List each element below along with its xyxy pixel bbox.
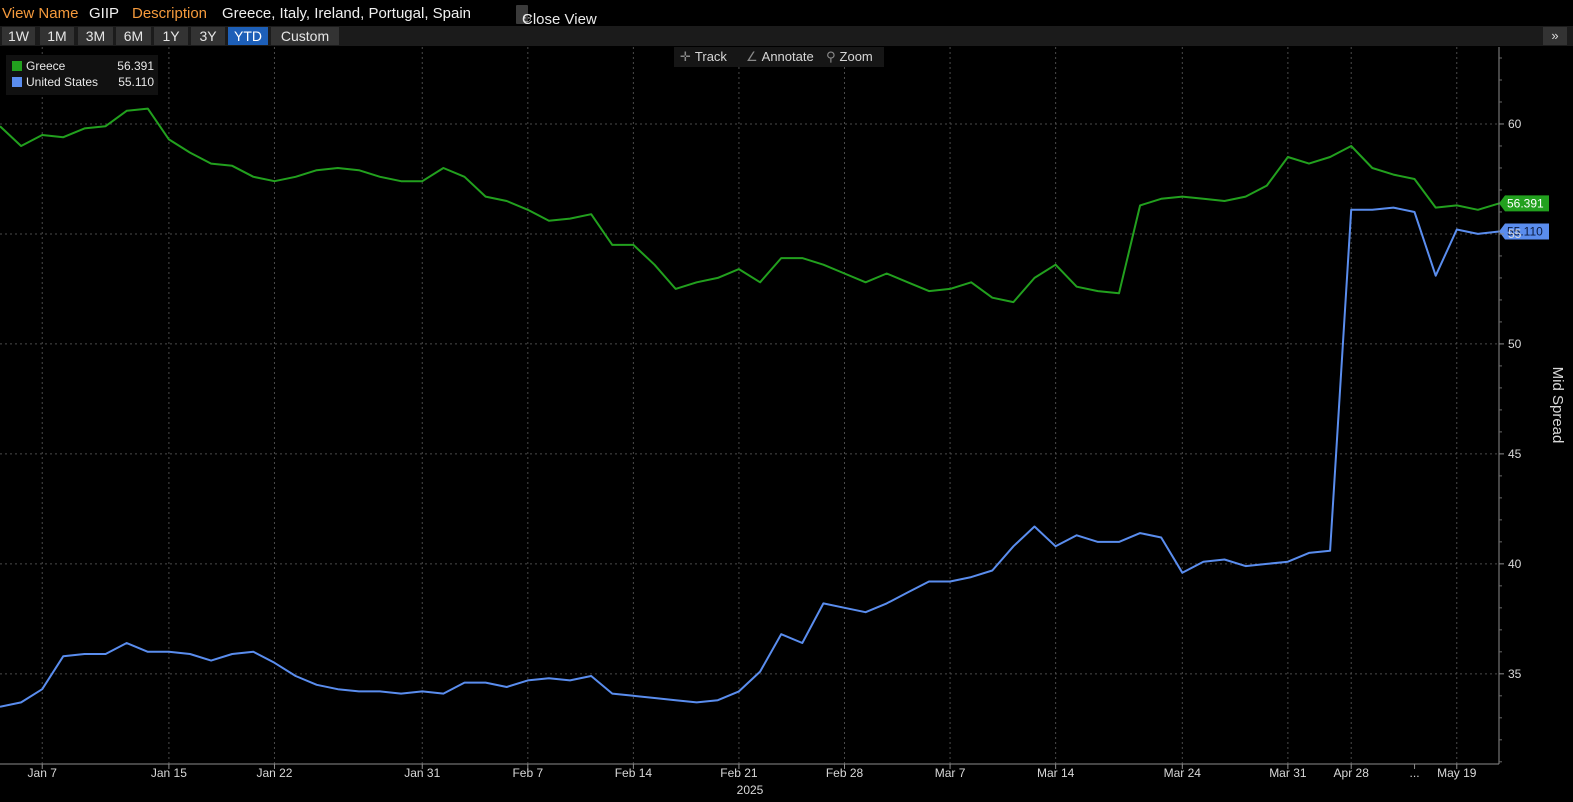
y-tick-label: 40 bbox=[1508, 557, 1522, 571]
range-button-1w[interactable]: 1W bbox=[2, 27, 35, 45]
last-value-tag-label: 56.391 bbox=[1507, 196, 1544, 210]
view-name-value[interactable]: GIIP bbox=[89, 5, 120, 22]
chart-legend: Greece 56.391 United States 55.110 bbox=[6, 55, 158, 95]
annotate-label: Annotate bbox=[761, 49, 814, 64]
binoculars-icon: ⚇ bbox=[522, 13, 532, 25]
y-tick-label: 45 bbox=[1508, 447, 1522, 461]
y-axis: 35 40 45 50 55 60 bbox=[1498, 47, 1522, 764]
y-axis-label: Mid Spread bbox=[1549, 367, 1566, 444]
x-axis: Jan 7 Jan 15 Jan 22 Jan 31 Feb 7 Feb 14 Feb 21… bbox=[0, 763, 1499, 780]
x-tick-label: Feb 28 bbox=[826, 766, 864, 780]
track-label: Track bbox=[694, 49, 727, 64]
range-button-3m[interactable]: 3M bbox=[78, 27, 113, 45]
x-axis-year-label: 2025 bbox=[737, 783, 764, 797]
range-button-1m[interactable]: 1M bbox=[40, 27, 74, 45]
legend-name: United States bbox=[26, 75, 99, 89]
legend-name: Greece bbox=[26, 59, 66, 73]
range-button-ytd[interactable]: YTD bbox=[228, 27, 268, 45]
legend-value: 55.110 bbox=[118, 75, 154, 89]
x-tick-label: Feb 14 bbox=[615, 766, 653, 780]
x-tick-label: May 19 bbox=[1437, 766, 1477, 780]
description-value: Greece, Italy, Ireland, Portugal, Spain bbox=[222, 5, 472, 22]
view-name-label: View Name bbox=[2, 5, 79, 22]
legend-swatch-greece bbox=[12, 61, 22, 71]
x-tick-label: Jan 22 bbox=[256, 766, 292, 780]
legend-swatch-united-states bbox=[12, 77, 22, 87]
pencil-icon: ∠ bbox=[746, 49, 758, 64]
annotate-tool[interactable]: ∠ Annotate bbox=[746, 47, 814, 67]
x-tick-label: Jan 15 bbox=[151, 766, 187, 780]
legend-item-greece[interactable]: Greece 56.391 bbox=[10, 59, 156, 75]
legend-value: 56.391 bbox=[117, 59, 154, 73]
range-button-3y[interactable]: 3Y bbox=[191, 27, 225, 45]
range-toolbar: 1W 1M 3M 6M 1Y 3Y YTD Custom » bbox=[0, 26, 1573, 46]
description-label: Description bbox=[132, 5, 208, 22]
zoom-label: Zoom bbox=[839, 49, 873, 64]
legend-item-united-states[interactable]: United States 55.110 bbox=[10, 75, 156, 91]
x-tick-label: Mar 7 bbox=[935, 766, 966, 780]
last-value-tag-greece: 56.391 bbox=[1499, 195, 1549, 212]
chart-tools: ✛ Track ∠ Annotate ⚲ Zoom bbox=[674, 47, 884, 67]
x-tick-label: Apr 28 bbox=[1334, 766, 1370, 780]
range-button-6m[interactable]: 6M bbox=[116, 27, 151, 45]
y-tick-label: 35 bbox=[1508, 667, 1522, 681]
y-tick-label: 55 bbox=[1508, 227, 1522, 241]
y-tick-label: 60 bbox=[1508, 117, 1522, 131]
range-button-1y[interactable]: 1Y bbox=[154, 27, 188, 45]
last-value-tag-bg bbox=[1499, 195, 1549, 212]
series-line-greece[interactable] bbox=[0, 107, 1500, 304]
y-tick-label: 50 bbox=[1508, 337, 1522, 351]
track-tool[interactable]: ✛ Track bbox=[680, 47, 727, 67]
x-tick-label: Feb 21 bbox=[720, 766, 758, 780]
x-tick-label: Feb 7 bbox=[512, 766, 543, 780]
zoom-tool[interactable]: ⚲ Zoom bbox=[826, 47, 873, 67]
last-value-tag-bg bbox=[1499, 223, 1549, 240]
last-value-tag-united-states: 55.110 bbox=[1499, 223, 1549, 240]
x-tick-label: Jan 7 bbox=[28, 766, 58, 780]
x-tick-label: Mar 14 bbox=[1037, 766, 1075, 780]
expand-panel-button[interactable]: » bbox=[1543, 27, 1567, 45]
x-tick-label: Mar 31 bbox=[1269, 766, 1307, 780]
last-value-tag-label: 55.110 bbox=[1507, 225, 1543, 239]
header-bar: View Name GIIP Description Greece, Italy… bbox=[0, 0, 1573, 28]
x-tick-label: ... bbox=[1410, 766, 1420, 780]
x-tick-label: Jan 31 bbox=[404, 766, 440, 780]
chart-series: 56.391 55.110 bbox=[0, 107, 1549, 708]
close-view-label: Close View bbox=[522, 11, 597, 28]
series-line-united-states[interactable] bbox=[0, 206, 1500, 708]
x-tick-label: Mar 24 bbox=[1164, 766, 1202, 780]
range-button-custom[interactable]: Custom bbox=[271, 27, 339, 45]
close-view-button[interactable]: ⚇ Close View bbox=[516, 5, 597, 28]
crosshair-icon: ✛ bbox=[680, 49, 691, 64]
magnifier-icon: ⚲ bbox=[826, 49, 836, 64]
